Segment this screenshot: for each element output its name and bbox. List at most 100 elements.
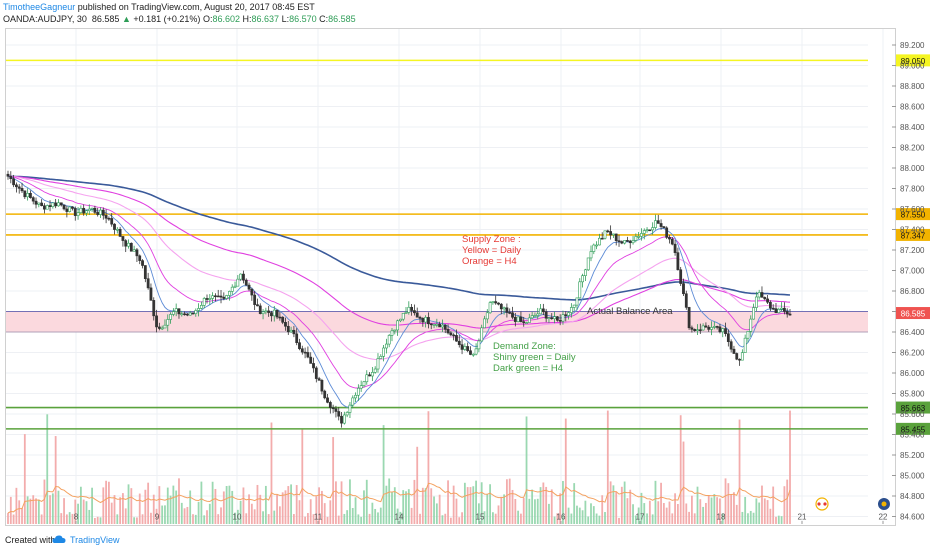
candle-body (43, 205, 46, 210)
candle-body (107, 217, 111, 220)
candle-body (457, 340, 461, 345)
volume-bar (217, 514, 220, 524)
volume-bar (606, 410, 609, 524)
volume-bar (783, 486, 786, 524)
candle-body (323, 390, 327, 399)
volume-bar (77, 503, 79, 524)
candle-body (48, 205, 52, 207)
volume-bar (612, 485, 615, 524)
candle-body (555, 316, 559, 321)
candle-body (211, 295, 215, 299)
volume-bar (298, 500, 301, 524)
volume-bar (15, 487, 18, 524)
candle-body (679, 269, 683, 284)
volume-bar (93, 517, 96, 524)
symbol-label[interactable]: OANDA:AUDJPY, 30 (3, 14, 87, 24)
volume-bar (511, 489, 514, 524)
candle-body (222, 296, 226, 299)
volume-bar (309, 499, 312, 524)
volume-bar (332, 437, 335, 524)
time-tick-label: 8 (74, 513, 79, 522)
author-link[interactable]: TimotheeGagneur (3, 2, 76, 12)
price-tick-label: 86.000 (900, 369, 925, 378)
price-tick-label: 89.000 (900, 62, 925, 71)
volume-bar (169, 495, 172, 524)
volume-bar (326, 516, 329, 524)
candle-body (174, 308, 178, 312)
price-axis[interactable]: 89.200 89.000 88.800 88.600 88.400 88.200 88.0… (892, 41, 930, 522)
candle-body (118, 228, 122, 237)
volume-bar (780, 516, 783, 524)
candle-body (17, 186, 21, 189)
last-price-label: 86.585 (901, 310, 926, 319)
volume-bar (178, 478, 180, 524)
high-value: 86.637 (251, 14, 280, 24)
ema-line (7, 175, 791, 361)
candle-body (169, 314, 172, 320)
candle-body (600, 237, 604, 240)
candle-body (589, 251, 593, 259)
candle-body (418, 316, 422, 319)
volume-bar (138, 493, 141, 524)
volume-bar (444, 513, 447, 524)
tradingview-brand[interactable]: TradingView (70, 535, 120, 545)
candle-body (12, 178, 16, 186)
volume-bar (438, 494, 441, 524)
chart-frame[interactable] (5, 28, 896, 526)
volume-bar (122, 493, 124, 524)
candle-body (62, 204, 66, 210)
candle-body (698, 329, 702, 332)
candle-body (197, 308, 200, 311)
candle-body (354, 394, 357, 399)
volume-bar (480, 482, 483, 524)
candle-body (623, 240, 627, 244)
demand-zone-note: Shiny green = Daily (493, 352, 576, 363)
candle-body (673, 243, 677, 253)
volume-bar (354, 497, 357, 524)
candle-body (65, 208, 69, 212)
volume-bar (517, 510, 520, 524)
candle-body (415, 312, 419, 318)
candle-body (726, 333, 730, 342)
volume-bar (506, 479, 508, 524)
volume-bar (379, 507, 382, 524)
event-dot (817, 502, 821, 506)
candle-body (289, 329, 293, 333)
price-tick-label: 89.200 (900, 41, 925, 50)
candle-body (191, 312, 195, 315)
price-tick-label: 87.200 (900, 246, 925, 255)
volume-bar (730, 494, 733, 524)
candle-body (163, 324, 167, 329)
volume-bar (99, 517, 102, 524)
time-axis[interactable]: 8 9 10 11 14 15 16 17 18 21 22 (74, 513, 888, 525)
volume-bar (152, 494, 155, 524)
volume-bar (542, 482, 545, 524)
volume-bar (413, 479, 416, 524)
candle-body (460, 344, 464, 350)
candle-body (525, 322, 528, 324)
candle-body (648, 229, 652, 232)
volume-bar (155, 508, 158, 524)
candle-body (586, 257, 590, 271)
volume-bars (7, 410, 791, 524)
volume-bar (522, 498, 525, 524)
volume-bar (643, 503, 646, 524)
candle-body (746, 331, 750, 339)
candle-body (651, 227, 655, 231)
volume-bar (287, 486, 290, 524)
candle-body (497, 302, 500, 305)
candle-body (429, 323, 433, 326)
candle-body (146, 278, 150, 289)
volume-bar (208, 503, 211, 524)
volume-bar (29, 498, 32, 524)
event-markers[interactable] (815, 497, 890, 511)
candle-body (340, 415, 343, 424)
candle-body (712, 326, 716, 328)
volume-bar (35, 498, 37, 524)
candle-body (443, 324, 447, 330)
horizontal-levels[interactable]: 89.050 87.550 87.347 85.663 85.455 (6, 54, 930, 435)
volume-bar (270, 422, 273, 524)
candle-body (303, 351, 307, 354)
